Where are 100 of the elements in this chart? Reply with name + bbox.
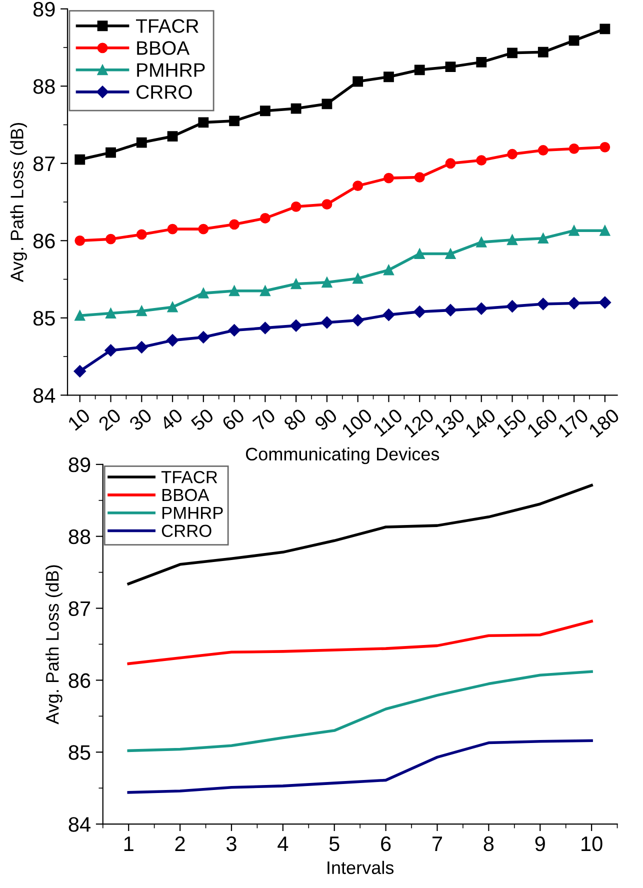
point (104, 344, 117, 356)
y-tick-label: 87 (33, 156, 55, 172)
point (352, 273, 364, 284)
point (538, 46, 548, 58)
point (259, 322, 272, 334)
point (475, 302, 488, 315)
point (290, 103, 302, 114)
x-tick-label: 10 (582, 836, 602, 852)
point (384, 72, 394, 82)
point (106, 308, 116, 318)
y-tick-label: 87 (68, 601, 90, 616)
x-tick-label: 6 (381, 836, 391, 852)
legend-label: BBOA (137, 41, 190, 55)
y-tick-label: 88 (68, 529, 90, 544)
point (538, 233, 548, 244)
point (414, 172, 425, 183)
x-tick-label: 30 (128, 408, 153, 432)
point (229, 286, 240, 296)
x-tick-label: 180 (588, 408, 620, 438)
x-tick-label: 7 (432, 836, 442, 851)
legend-label: PMHRP (137, 63, 205, 77)
point (414, 64, 425, 76)
point (384, 172, 394, 184)
y-tick-label: 89 (33, 2, 55, 17)
y-tick-label: 85 (68, 745, 90, 760)
point (136, 306, 147, 316)
line-series (127, 670, 593, 752)
legend-label: PMHRP (162, 506, 223, 519)
x-tick-label: 1 (124, 836, 134, 851)
y-tick-label: 85 (33, 310, 55, 326)
x-tick-label: 110 (372, 408, 404, 437)
x-tick-label: 70 (252, 408, 276, 432)
y-axis-title: Avg. Path Loss (dB) (10, 123, 27, 282)
point (538, 145, 548, 156)
point (600, 24, 610, 34)
point (167, 302, 178, 312)
x-tick-label: 20 (98, 408, 122, 432)
point (507, 234, 518, 246)
point (74, 365, 86, 378)
x-tick-label: 2 (175, 836, 185, 851)
point (414, 306, 426, 318)
point (260, 213, 270, 224)
point (506, 300, 518, 312)
x-tick-label: 130 (434, 408, 466, 438)
point (106, 234, 116, 244)
point (384, 264, 394, 276)
legend-label: BBOA (162, 488, 210, 502)
point (322, 98, 332, 110)
point (600, 225, 610, 236)
point (322, 199, 332, 210)
point (136, 229, 147, 240)
x-tick-label: 10 (67, 408, 91, 431)
point (568, 297, 580, 310)
x-tick-label: 80 (282, 408, 308, 432)
point (167, 131, 178, 142)
point (600, 142, 610, 152)
line-series (127, 620, 593, 666)
point (74, 235, 86, 246)
x-tick-label: 140 (464, 408, 497, 438)
point (382, 308, 395, 321)
point (167, 224, 178, 234)
point (290, 278, 302, 290)
point (507, 148, 518, 160)
point (322, 277, 332, 288)
line-series (127, 739, 593, 794)
y-tick-label: 84 (68, 817, 90, 832)
x-tick-label: 5 (329, 836, 340, 852)
point (352, 76, 364, 87)
point (106, 147, 116, 158)
point (445, 158, 456, 169)
x-tick-label: 60 (221, 408, 246, 432)
point (260, 106, 270, 116)
y-tick-label: 84 (33, 388, 56, 403)
x-tick-label: 90 (314, 408, 338, 432)
y-axis-title: Avg. Path Loss (dB) (46, 565, 62, 724)
point (476, 56, 487, 68)
point (74, 154, 86, 165)
point (229, 219, 240, 230)
x-tick-label: 9 (535, 836, 545, 852)
point (414, 248, 425, 259)
legend-label: TFACR (161, 470, 218, 484)
point (598, 296, 612, 309)
point (260, 286, 270, 296)
point (228, 324, 240, 336)
point (476, 155, 487, 166)
legend-label: CRRO (162, 524, 212, 538)
x-tick-label: 150 (495, 408, 528, 438)
point (290, 320, 302, 332)
point (444, 304, 457, 316)
y-tick-label: 86 (68, 673, 90, 688)
x-tick-label: 50 (190, 408, 214, 432)
point (198, 288, 209, 298)
point (136, 341, 148, 354)
line-series (127, 484, 593, 586)
legend-label: CRRO (136, 85, 192, 99)
point (197, 331, 210, 344)
point (320, 316, 334, 329)
x-axis-title: Communicating Devices (246, 447, 440, 464)
x-tick-label: 170 (557, 408, 590, 438)
point (198, 224, 209, 234)
